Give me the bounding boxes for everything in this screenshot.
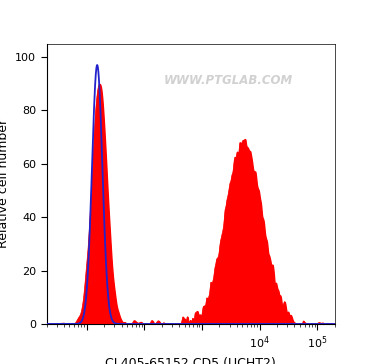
Text: WWW.PTGLAB.COM: WWW.PTGLAB.COM [164,74,293,87]
Y-axis label: Relative cell number: Relative cell number [0,119,10,248]
X-axis label: CL405-65152 CD5 (UCHT2): CL405-65152 CD5 (UCHT2) [105,356,276,364]
